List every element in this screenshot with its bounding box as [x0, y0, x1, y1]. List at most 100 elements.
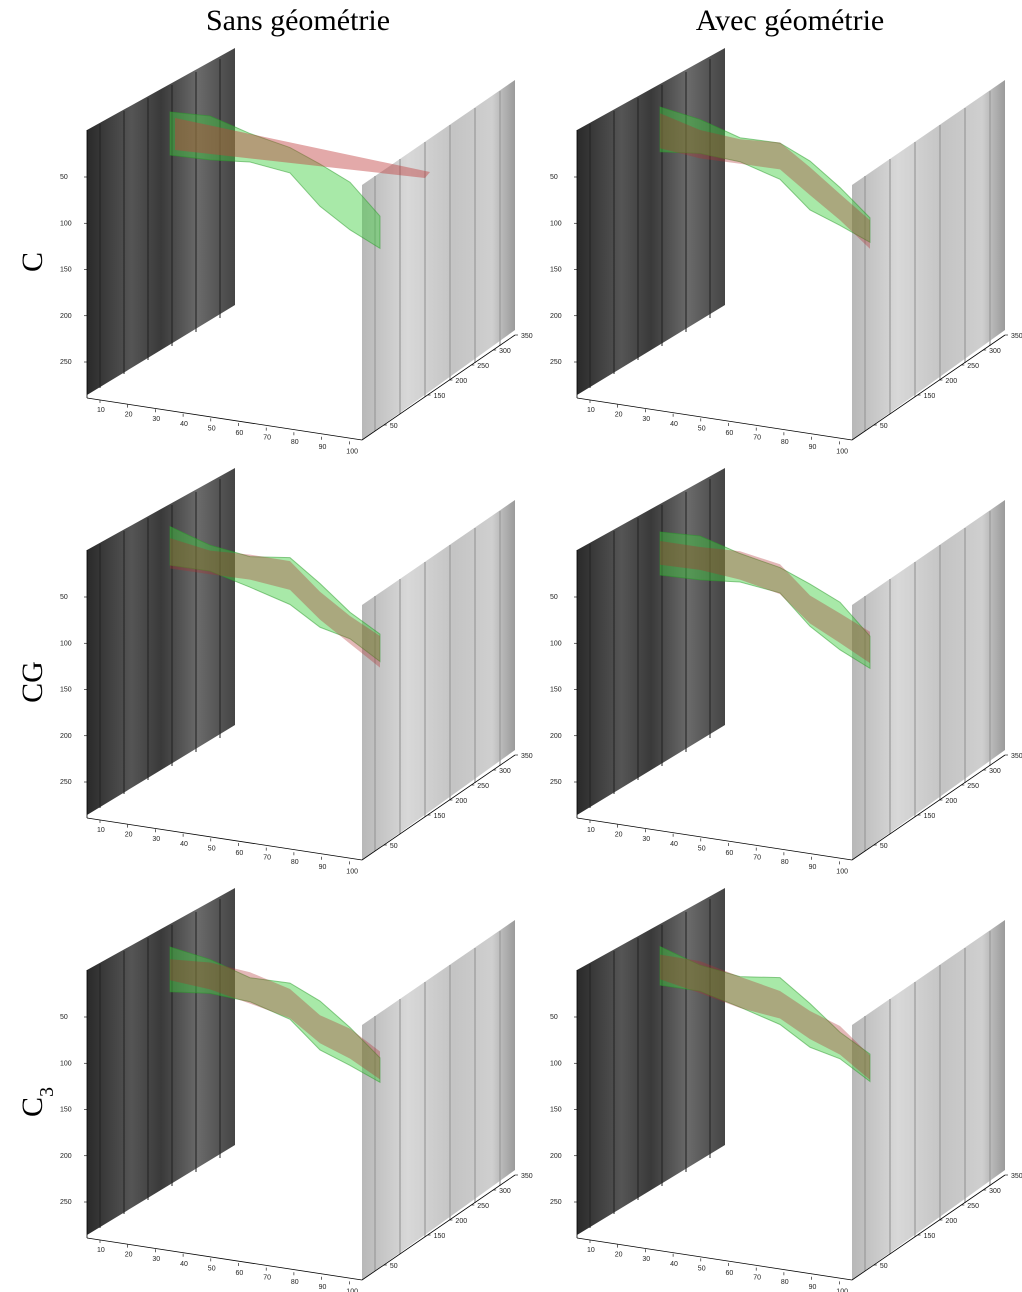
- x-tick-label: 20: [125, 832, 133, 839]
- axis: [851, 334, 1006, 441]
- z-tick-label: 300: [989, 768, 1001, 775]
- z-tick-label: 150: [924, 1233, 936, 1240]
- z-tick-label: 350: [521, 333, 533, 340]
- x-tick-label: 60: [236, 430, 244, 437]
- x-tick-label: 40: [670, 841, 678, 848]
- axis: [86, 817, 363, 861]
- tube-green: [169, 525, 381, 663]
- z-tick-label: 300: [499, 348, 511, 355]
- x-tick-label: 70: [263, 435, 271, 442]
- x-tick-label: 10: [587, 827, 595, 834]
- x-tick-label: 50: [698, 845, 706, 852]
- y-tick-label: 150: [60, 687, 72, 694]
- frame-back: [577, 468, 725, 815]
- tube-green: [659, 945, 871, 1083]
- y-tick-label: 100: [550, 640, 562, 647]
- axis: [576, 397, 853, 441]
- y-tick-label: 150: [60, 1107, 72, 1114]
- x-tick-label: 80: [291, 1279, 299, 1286]
- y-tick-label: 150: [550, 687, 562, 694]
- y-tick-label: 150: [550, 1107, 562, 1114]
- row-label-sub: 3: [36, 1087, 58, 1097]
- y-tick-label: 50: [550, 174, 558, 181]
- x-tick-label: 40: [670, 421, 678, 428]
- z-tick-label: 350: [1011, 1173, 1022, 1180]
- tube-red: [175, 118, 430, 178]
- x-tick-label: 50: [208, 1265, 216, 1272]
- axis: [576, 1237, 853, 1281]
- x-tick-label: 100: [836, 448, 848, 455]
- z-tick-label: 350: [521, 753, 533, 760]
- z-tick-label: 350: [1011, 333, 1022, 340]
- x-tick-label: 40: [670, 1261, 678, 1268]
- z-tick-label: 200: [945, 1218, 957, 1225]
- x-tick-label: 100: [346, 1288, 358, 1292]
- y-tick-label: 50: [60, 174, 68, 181]
- y-tick-label: 100: [60, 220, 72, 227]
- z-tick-label: 150: [434, 393, 446, 400]
- axis: [361, 754, 516, 861]
- z-tick-label: 150: [924, 813, 936, 820]
- z-tick-label: 150: [434, 813, 446, 820]
- x-tick-label: 40: [180, 841, 188, 848]
- x-tick-label: 30: [152, 1256, 160, 1263]
- frame-front: [852, 80, 1005, 440]
- y-tick-label: 200: [60, 733, 72, 740]
- panel: 50 100 150 200 250 10 20 30 40 50 60 70 80 90 100 50 150…: [60, 888, 533, 1292]
- x-tick-label: 40: [180, 421, 188, 428]
- x-tick-label: 80: [291, 859, 299, 866]
- z-tick-label: 200: [945, 378, 957, 385]
- x-tick-label: 20: [615, 832, 623, 839]
- x-tick-label: 10: [587, 407, 595, 414]
- x-tick-label: 20: [615, 1252, 623, 1259]
- y-tick-label: 250: [550, 779, 562, 786]
- y-tick-label: 100: [60, 1060, 72, 1067]
- y-tick-label: 250: [60, 779, 72, 786]
- frame-back: [87, 48, 235, 395]
- z-tick-label: 50: [880, 843, 888, 850]
- tube-red: [660, 954, 870, 1080]
- x-tick-label: 70: [263, 855, 271, 862]
- x-tick-label: 90: [319, 444, 327, 451]
- y-tick-label: 150: [550, 267, 562, 274]
- column-header: Sans géométrie: [206, 4, 390, 37]
- x-tick-label: 70: [753, 435, 761, 442]
- row-label: CG: [16, 661, 49, 703]
- x-tick-label: 30: [642, 836, 650, 843]
- x-tick-label: 60: [236, 1270, 244, 1277]
- frame-front: [362, 920, 515, 1280]
- z-tick-label: 200: [945, 798, 957, 805]
- axis: [86, 1237, 363, 1281]
- x-tick-label: 80: [291, 439, 299, 446]
- z-tick-label: 350: [521, 1173, 533, 1180]
- frame-front: [852, 920, 1005, 1280]
- x-tick-label: 70: [263, 1275, 271, 1282]
- x-tick-label: 20: [125, 1252, 133, 1259]
- x-tick-label: 100: [836, 1288, 848, 1292]
- y-tick-label: 150: [60, 267, 72, 274]
- tube-red: [170, 959, 380, 1080]
- z-tick-label: 150: [924, 393, 936, 400]
- x-tick-label: 10: [97, 1247, 105, 1254]
- x-tick-label: 80: [781, 859, 789, 866]
- x-tick-label: 30: [152, 836, 160, 843]
- x-tick-label: 20: [615, 412, 623, 419]
- row-label: C: [16, 252, 49, 272]
- x-tick-label: 20: [125, 412, 133, 419]
- frame-back: [87, 468, 235, 815]
- y-tick-label: 250: [550, 1199, 562, 1206]
- frame-front: [362, 500, 515, 860]
- x-tick-label: 50: [208, 425, 216, 432]
- y-tick-label: 250: [60, 359, 72, 366]
- frame-back: [87, 888, 235, 1235]
- tube-red: [170, 538, 380, 668]
- panel: 50 100 150 200 250 10 20 30 40 50 60 70 80 90 100 50 150…: [550, 468, 1022, 875]
- x-tick-label: 60: [236, 850, 244, 857]
- x-tick-label: 70: [753, 1275, 761, 1282]
- x-tick-label: 30: [642, 416, 650, 423]
- y-tick-label: 200: [550, 1153, 562, 1160]
- z-tick-label: 150: [434, 1233, 446, 1240]
- y-tick-label: 200: [60, 313, 72, 320]
- z-tick-label: 200: [455, 798, 467, 805]
